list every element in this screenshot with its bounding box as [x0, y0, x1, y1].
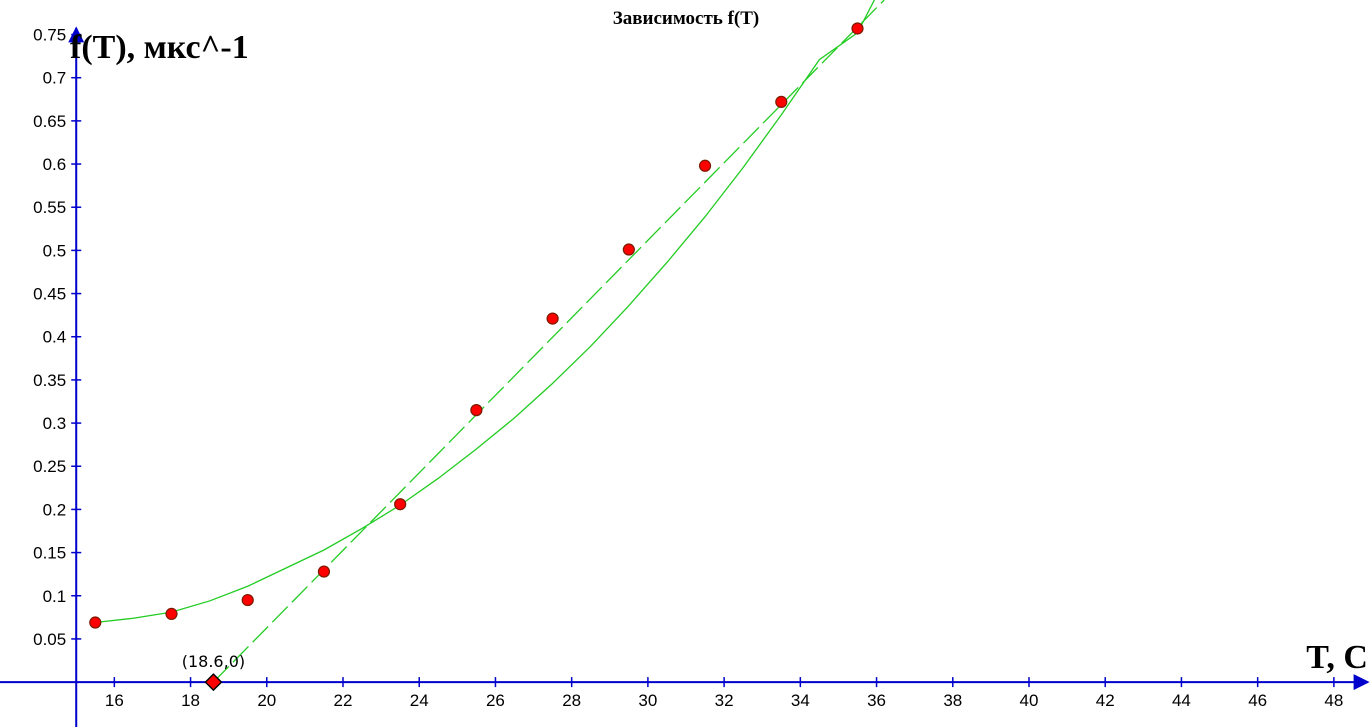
data-point [317, 565, 331, 578]
data-point [241, 593, 254, 607]
data-point [851, 22, 864, 35]
chart-title: Зависимость f(T) [613, 8, 760, 29]
x-tick-label: 46 [1248, 691, 1267, 710]
x-tick-label: 16 [105, 691, 124, 710]
data-point [546, 312, 559, 325]
x-tick-label: 34 [791, 691, 810, 710]
y-tick-label: 0.65 [33, 112, 66, 131]
tick-labels: 16 18 20 22 24 26 28 30 32 34 36 38 40 42 44 46 48 0.05 0.… [33, 26, 1343, 711]
x-tick-label: 22 [334, 691, 353, 710]
x-tick-label: 36 [867, 691, 886, 710]
x-tick-label: 44 [1172, 691, 1191, 710]
y-tick-label: 0.3 [43, 414, 67, 433]
data-point [394, 498, 407, 511]
y-tick-label: 0.4 [43, 328, 67, 347]
polynomial-fit-curve [95, 0, 876, 624]
data-point [622, 243, 635, 256]
annotation-marker [204, 673, 223, 692]
annotations: (18.6,0) [182, 652, 245, 692]
data-points [89, 22, 864, 629]
y-tick-label: 0.55 [33, 198, 66, 217]
x-tick-label: 20 [257, 691, 276, 710]
x-tick-label: 30 [638, 691, 657, 710]
x-tick-label: 24 [410, 691, 429, 710]
y-tick-label: 0.75 [33, 26, 66, 45]
data-point [165, 607, 178, 620]
x-tick-label: 32 [715, 691, 734, 710]
x-tick-label: 18 [181, 691, 200, 710]
axes [0, 26, 1370, 727]
y-tick-label: 0.5 [43, 241, 67, 260]
y-tick-label: 0.1 [43, 587, 67, 606]
x-tick-label: 26 [486, 691, 505, 710]
x-tick-label: 28 [562, 691, 581, 710]
y-tick-label: 0.6 [43, 155, 67, 174]
y-tick-label: 0.2 [43, 500, 67, 519]
annotation-label: (18.6,0) [182, 652, 245, 671]
y-tick-label: 0.45 [33, 285, 66, 304]
x-tick-label: 48 [1324, 691, 1343, 710]
y-tick-label: 0.25 [33, 457, 66, 476]
data-point [470, 404, 483, 417]
y-tick-label: 0.05 [33, 630, 66, 649]
x-tick-label: 38 [943, 691, 962, 710]
y-tick-label: 0.35 [33, 371, 66, 390]
fit-curves [95, 0, 885, 683]
y-tick-label: 0.15 [33, 544, 66, 563]
y-tick-label: 0.7 [43, 69, 67, 88]
y-axis-label: f(T), мкс^-1 [70, 29, 249, 66]
data-point [698, 159, 712, 172]
data-point [775, 95, 788, 108]
data-point [89, 616, 102, 629]
x-axis-label: T, C [1306, 639, 1368, 676]
x-tick-label: 40 [1020, 691, 1039, 710]
x-tick-label: 42 [1096, 691, 1115, 710]
